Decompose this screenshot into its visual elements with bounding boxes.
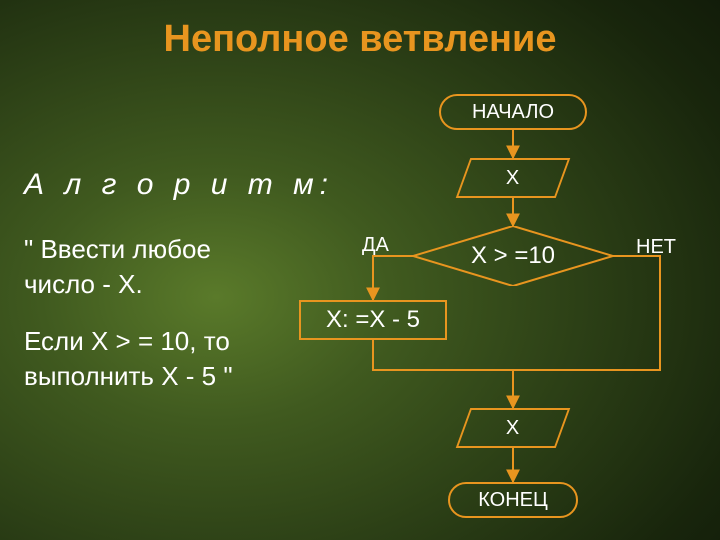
flow-condition-label: Х > =10 [413,242,613,270]
flow-end: КОНЕЦ [448,482,578,518]
flow-process-label: Х: =Х - 5 [326,306,420,334]
flow-output: Х [456,408,571,448]
flow-process: Х: =Х - 5 [299,300,447,340]
page-title: Неполное ветвление [0,18,720,61]
algorithm-text-2: Если Х > = 10, товыполнить Х - 5 " [24,324,233,394]
flow-start: НАЧАЛО [439,94,587,130]
algorithm-text-1: " Ввести любоечисло - Х. [24,232,211,302]
algorithm-heading: А л г о р и т м: [24,168,334,202]
edge-label-no: НЕТ [636,236,676,259]
flow-end-label: КОНЕЦ [478,489,548,512]
flow-output-label: Х [506,417,519,440]
flow-start-label: НАЧАЛО [472,101,554,124]
edge-label-yes: ДА [362,234,389,257]
flow-input-label: Х [506,167,519,190]
flow-input: Х [456,158,571,198]
flow-condition: Х > =10 [413,226,613,286]
